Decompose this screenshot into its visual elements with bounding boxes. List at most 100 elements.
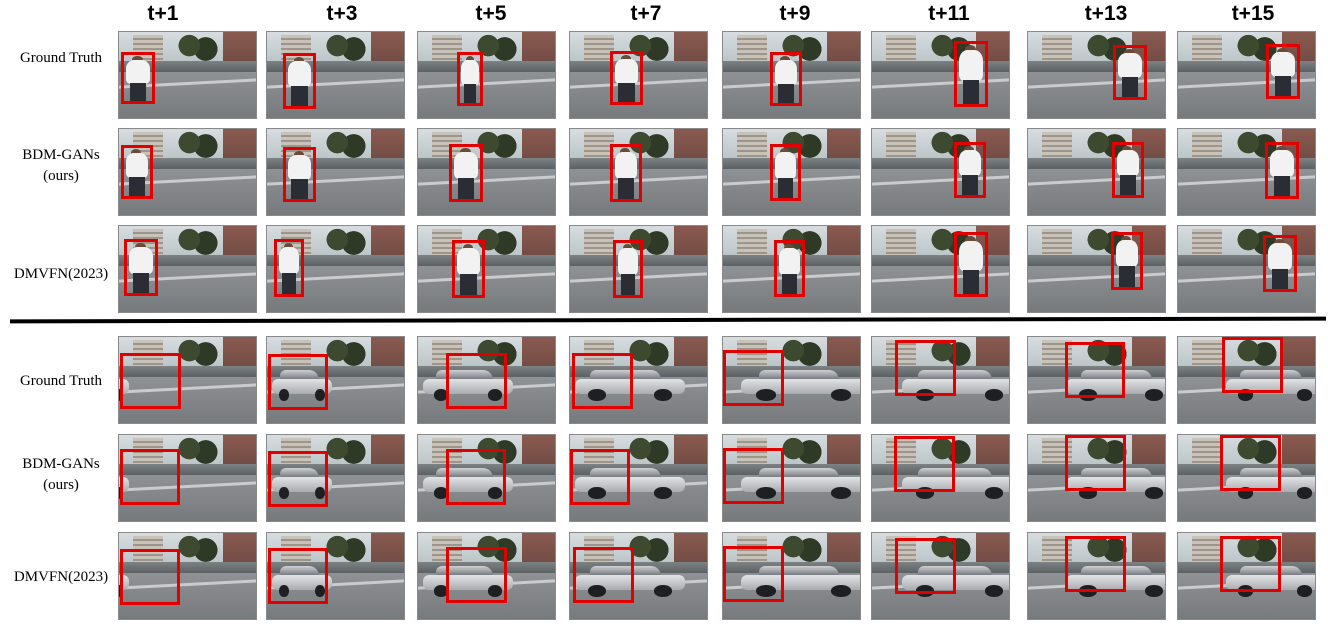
frame-car-r0-c1 — [266, 336, 405, 424]
car-wheel — [1237, 487, 1254, 499]
scene-street — [1028, 255, 1165, 266]
frame-pedestrian-r2-c4 — [722, 225, 861, 313]
row-label-text: DMVFN(2023) — [13, 569, 109, 585]
scene-trees — [324, 226, 366, 261]
pedestrian — [1267, 146, 1297, 197]
scene-bldg — [1191, 340, 1222, 368]
car-wheel — [831, 389, 851, 401]
scene-trees — [475, 533, 517, 568]
bounding-box — [1112, 142, 1144, 198]
pedestrian — [1113, 236, 1141, 288]
car — [741, 369, 860, 401]
scene-bldg — [1041, 229, 1072, 257]
car-wheel — [831, 487, 851, 499]
scene-bldg — [583, 35, 614, 63]
bounding-box — [570, 449, 630, 505]
frame-pedestrian-r2-c3 — [569, 225, 708, 313]
scene-bldg — [583, 438, 614, 466]
scene-street — [570, 61, 707, 72]
bounding-box — [573, 547, 634, 603]
frame-car-r1-c0 — [118, 434, 257, 522]
row-label-subtext: (ours) — [43, 168, 79, 184]
scene-trees — [1235, 337, 1277, 372]
car — [272, 565, 332, 597]
pedestrian-legs — [281, 273, 297, 294]
bounding-box — [895, 538, 956, 594]
bounding-box — [1065, 342, 1125, 398]
bounding-box — [449, 144, 483, 202]
scene-trees — [176, 129, 218, 164]
car — [575, 565, 685, 597]
scene-trees — [780, 337, 822, 372]
bounding-box — [1266, 44, 1300, 99]
bounding-box — [1111, 232, 1143, 290]
column-header-tplus-1: t+1 — [147, 2, 179, 25]
pedestrian-torso — [958, 150, 982, 176]
bounding-box — [1065, 536, 1126, 592]
row-label-text: BDM-GANs — [22, 147, 100, 163]
bounding-box — [1220, 536, 1281, 592]
scene-trees — [1235, 32, 1277, 67]
frame-pedestrian-r1-c4 — [722, 128, 861, 216]
scene-bldg — [1041, 35, 1072, 63]
frame-car-r2-c7 — [1177, 532, 1316, 620]
frame-pedestrian-r2-c7 — [1177, 225, 1316, 313]
scene-trees — [780, 435, 822, 470]
row-label-subtext: (ours) — [43, 477, 79, 493]
car-wheel — [487, 487, 503, 499]
column-header-tplus-5: t+5 — [475, 2, 507, 25]
row-label-text: Ground Truth — [19, 373, 103, 389]
bounding-box — [283, 53, 316, 109]
column-header-tplus-7: t+7 — [630, 2, 662, 25]
frame-car-r0-c2 — [417, 336, 556, 424]
frame-pedestrian-r0-c6 — [1027, 31, 1166, 119]
pedestrian — [454, 244, 483, 296]
bounding-box — [572, 353, 633, 409]
frame-pedestrian-r2-c5 — [871, 225, 1010, 313]
scene-bldg — [885, 35, 916, 63]
scene-bldg — [431, 229, 462, 257]
car-wheel — [1145, 487, 1163, 499]
car-wheel — [1296, 585, 1313, 597]
row-label-car-0: Ground Truth — [0, 371, 122, 392]
pedestrian-torso — [614, 58, 639, 84]
frame-car-r0-c3 — [569, 336, 708, 424]
car-wheel — [279, 585, 289, 597]
bounding-box — [1220, 435, 1281, 491]
car-wheel — [1145, 389, 1163, 401]
frame-pedestrian-r2-c6 — [1027, 225, 1166, 313]
bounding-box — [120, 449, 180, 505]
frame-pedestrian-r1-c3 — [569, 128, 708, 216]
row-label-text: Ground Truth — [19, 50, 103, 66]
car-wheel — [279, 389, 289, 401]
frame-pedestrian-r0-c0 — [118, 31, 257, 119]
car — [272, 467, 332, 499]
pedestrian — [615, 244, 641, 296]
car-wheel — [831, 585, 851, 597]
pedestrian-legs — [962, 79, 980, 104]
car — [575, 467, 685, 499]
pedestrian-legs — [457, 178, 475, 199]
scene-bldg — [885, 340, 916, 368]
frame-pedestrian-r0-c5 — [871, 31, 1010, 119]
scene-bldg — [431, 35, 462, 63]
car — [423, 565, 513, 597]
pedestrian-legs — [778, 83, 794, 104]
frame-pedestrian-r0-c4 — [722, 31, 861, 119]
scene-trees — [176, 435, 218, 470]
scene-bldg — [885, 438, 916, 466]
frame-pedestrian-r2-c2 — [417, 225, 556, 313]
pedestrian-torso — [959, 240, 983, 272]
scene-bldg — [1191, 438, 1222, 466]
scene-street — [267, 464, 404, 475]
scene-bldg — [736, 132, 767, 160]
scene-trees — [176, 337, 218, 372]
row-label-text: BDM-GANs — [22, 456, 100, 472]
scene-street — [1028, 61, 1165, 72]
pedestrian — [126, 243, 156, 294]
car-wheel — [654, 389, 672, 401]
pedestrian — [1268, 48, 1298, 97]
row-label-pedestrian-1: BDM-GANs (ours) — [0, 145, 122, 187]
pedestrian — [772, 56, 800, 104]
pedestrian — [612, 55, 641, 103]
